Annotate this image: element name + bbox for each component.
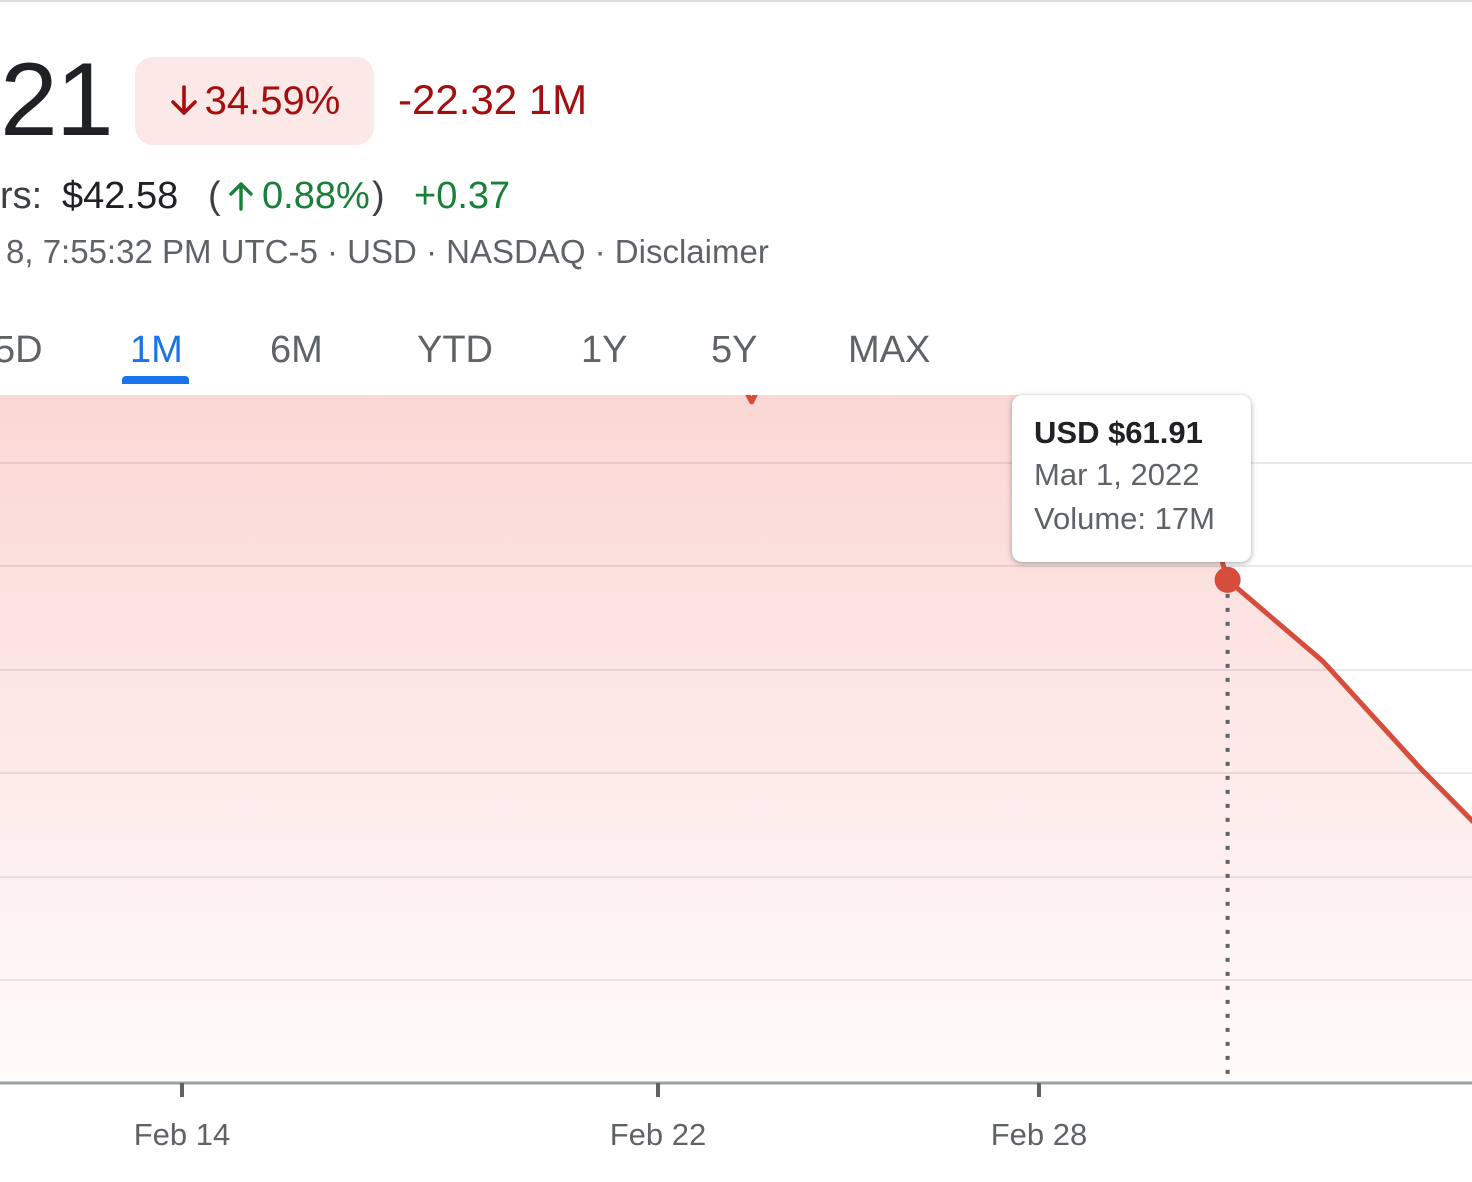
change-percent: 34.59%	[204, 78, 341, 123]
tooltip-volume: Volume: 17M	[1034, 501, 1215, 536]
tab-6m[interactable]: 6M	[270, 329, 323, 371]
x-axis-ticks	[180, 1083, 1041, 1097]
tab-5d[interactable]: 5D	[0, 329, 43, 371]
after-hours-paren-close: )	[372, 175, 385, 217]
tab-max[interactable]: MAX	[848, 329, 931, 371]
x-tick-label-feb-14: Feb 14	[134, 1117, 231, 1152]
tab-ytd[interactable]: YTD	[417, 329, 493, 371]
tooltip-date: Mar 1, 2022	[1034, 457, 1200, 492]
after-hours-price: $42.58	[62, 175, 179, 217]
after-hours-paren-open: (	[208, 175, 221, 217]
tab-1m[interactable]: 1M	[130, 329, 183, 371]
tab-1y[interactable]: 1Y	[581, 329, 628, 371]
price-area	[0, 395, 1472, 1083]
after-hours-change: +0.37	[414, 175, 511, 217]
after-hours-label: rs:	[0, 175, 43, 217]
hover-point[interactable]	[1214, 566, 1241, 593]
current-price: 21	[0, 42, 114, 158]
price-chart-svg[interactable]: Feb 14 Feb 22 Feb 28	[0, 395, 1472, 1182]
x-tick-label-feb-28: Feb 28	[991, 1117, 1088, 1152]
price-line	[745, 395, 1472, 825]
change-absolute: -22.32 1M	[398, 76, 588, 123]
after-hours-percent: 0.88%	[262, 175, 370, 217]
arrow-up-icon	[229, 182, 253, 211]
chart-tooltip: USD $61.91 Mar 1, 2022 Volume: 17M	[1012, 395, 1251, 562]
x-tick-label-feb-22: Feb 22	[610, 1117, 707, 1152]
tooltip-price: USD $61.91	[1034, 415, 1203, 450]
top-divider	[0, 0, 1472, 2]
quote-meta-line: 8, 7:55:32 PM UTC-5 · USD · NASDAQ · Dis…	[6, 233, 769, 270]
change-percent-badge: 34.59%	[135, 57, 374, 145]
price-chart[interactable]: Feb 14 Feb 22 Feb 28	[0, 395, 1472, 1182]
active-tab-indicator	[122, 376, 189, 384]
arrow-down-icon	[170, 85, 197, 115]
tab-5y[interactable]: 5Y	[711, 329, 758, 371]
